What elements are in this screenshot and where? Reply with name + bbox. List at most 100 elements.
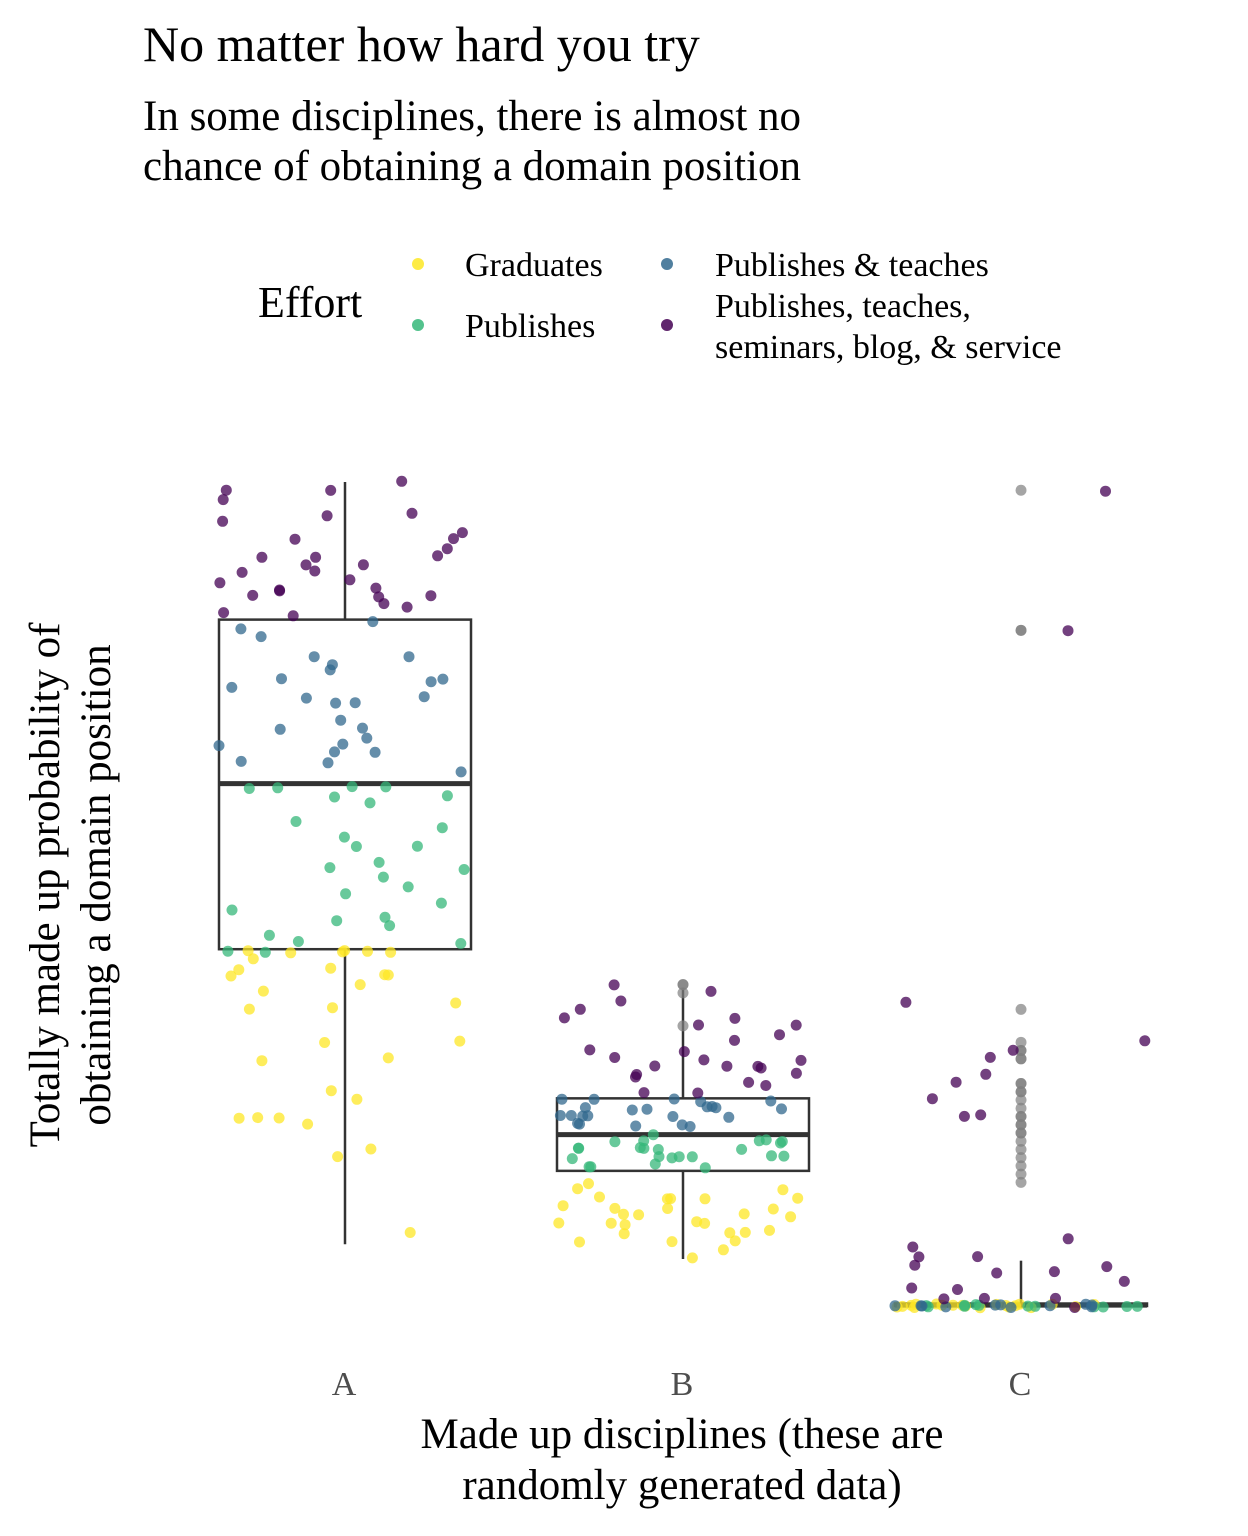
point-publishes-teaches-a bbox=[330, 697, 342, 709]
point-graduates-b bbox=[729, 1235, 741, 1247]
point-publishes-a bbox=[384, 920, 396, 932]
point-publishes-teaches-seminars-blog-service-c bbox=[952, 1284, 963, 1295]
x-tick-c: C bbox=[1008, 1366, 1032, 1403]
point-publishes-b bbox=[649, 1158, 661, 1170]
outlier-point-c bbox=[1015, 1078, 1027, 1090]
point-publishes-b bbox=[736, 1143, 748, 1155]
point-publishes-teaches-seminars-blog-service-a bbox=[287, 610, 299, 622]
point-graduates-a bbox=[233, 1112, 245, 1124]
point-graduates-a bbox=[257, 985, 269, 997]
point-publishes-teaches-seminars-blog-service-c bbox=[938, 1293, 950, 1305]
outlier-point-c bbox=[1015, 1102, 1027, 1114]
legend-label-publishes: Publishes bbox=[465, 308, 596, 345]
point-publishes-c bbox=[1131, 1300, 1143, 1312]
point-graduates-a bbox=[362, 945, 373, 957]
point-publishes-teaches-seminars-blog-service-a bbox=[220, 484, 232, 496]
point-publishes-a bbox=[380, 781, 392, 793]
point-publishes-teaches-seminars-blog-service-a bbox=[321, 510, 333, 522]
point-publishes-a bbox=[411, 840, 423, 852]
point-publishes-teaches-seminars-blog-service-c bbox=[1101, 1261, 1113, 1273]
outlier-point-c bbox=[1015, 1110, 1027, 1122]
point-graduates-b bbox=[662, 1203, 674, 1214]
point-publishes-teaches-a bbox=[349, 697, 361, 709]
legend-label-all-effort-line-1: Publishes, teaches, bbox=[715, 288, 971, 325]
point-publishes-a bbox=[263, 929, 275, 941]
point-publishes-teaches-b bbox=[776, 1103, 787, 1115]
point-graduates-a bbox=[325, 962, 337, 974]
point-publishes-teaches-seminars-blog-service-c bbox=[984, 1051, 996, 1063]
point-publishes-teaches-a bbox=[455, 766, 467, 778]
point-publishes-b bbox=[566, 1153, 578, 1165]
outlier-point-b bbox=[677, 987, 689, 999]
outlier-point-c bbox=[1015, 1003, 1027, 1015]
point-publishes-teaches-seminars-blog-service-b bbox=[638, 1087, 650, 1099]
outlier-point-c bbox=[1015, 1143, 1027, 1155]
point-publishes-a bbox=[373, 856, 385, 868]
point-publishes-teaches-seminars-blog-service-c bbox=[1007, 1044, 1019, 1056]
point-publishes-teaches-b bbox=[667, 1111, 679, 1122]
point-publishes-teaches-a bbox=[418, 691, 430, 703]
point-publishes-a bbox=[329, 791, 340, 803]
point-publishes-a bbox=[436, 822, 448, 834]
point-graduates-b bbox=[699, 1193, 711, 1205]
point-publishes-teaches-seminars-blog-service-b bbox=[755, 1062, 767, 1074]
point-publishes-c bbox=[1022, 1300, 1034, 1312]
point-publishes-c bbox=[1121, 1301, 1133, 1312]
point-publishes-teaches-b bbox=[684, 1121, 696, 1132]
point-publishes-teaches-b bbox=[565, 1110, 577, 1121]
point-publishes-teaches-seminars-blog-service-c bbox=[1048, 1266, 1060, 1278]
chart-subtitle: In some disciplines, there is almost no … bbox=[143, 92, 801, 192]
point-publishes-teaches-seminars-blog-service-c bbox=[958, 1110, 970, 1122]
outlier-point-c bbox=[1015, 1168, 1027, 1180]
point-publishes-teaches-seminars-blog-service-c bbox=[907, 1241, 919, 1253]
point-graduates-a bbox=[225, 970, 237, 982]
point-publishes-teaches-a bbox=[425, 676, 437, 688]
point-graduates-a bbox=[325, 1085, 337, 1097]
point-graduates-b bbox=[764, 1224, 775, 1236]
point-publishes-a bbox=[346, 781, 358, 793]
point-publishes-teaches-a bbox=[361, 732, 373, 744]
outlier-point-c bbox=[1015, 1176, 1027, 1188]
point-publishes-teaches-seminars-blog-service-c bbox=[978, 1292, 990, 1304]
point-publishes-teaches-seminars-blog-service-a bbox=[406, 507, 418, 519]
point-graduates-b bbox=[553, 1217, 565, 1229]
point-publishes-teaches-seminars-blog-service-a bbox=[401, 601, 413, 613]
point-publishes-teaches-seminars-blog-service-b bbox=[574, 1003, 586, 1015]
point-publishes-teaches-seminars-blog-service-a bbox=[214, 577, 226, 589]
point-graduates-a bbox=[339, 945, 351, 957]
outlier-point-c bbox=[1015, 1045, 1027, 1057]
point-graduates-b bbox=[785, 1211, 797, 1223]
point-graduates-a bbox=[454, 1035, 466, 1047]
point-publishes-teaches-seminars-blog-service-a bbox=[274, 584, 285, 596]
point-publishes-teaches-seminars-blog-service-b bbox=[693, 1019, 704, 1031]
point-publishes-teaches-b bbox=[554, 1110, 566, 1121]
subtitle-line-1: In some disciplines, there is almost no bbox=[143, 93, 802, 140]
point-graduates-a bbox=[256, 1055, 268, 1067]
point-publishes-teaches-seminars-blog-service-c bbox=[909, 1259, 921, 1271]
point-publishes-a bbox=[364, 797, 376, 809]
point-publishes-teaches-seminars-blog-service-a bbox=[441, 543, 453, 555]
point-graduates-b bbox=[618, 1228, 630, 1240]
point-publishes-teaches-seminars-blog-service-c bbox=[1069, 1302, 1081, 1313]
point-publishes-teaches-seminars-blog-service-a bbox=[309, 565, 321, 577]
point-publishes-a bbox=[290, 816, 302, 827]
point-publishes-teaches-a bbox=[357, 722, 368, 734]
point-publishes-b bbox=[638, 1142, 650, 1154]
point-publishes-teaches-seminars-blog-service-b bbox=[631, 1069, 643, 1080]
point-graduates-a bbox=[385, 946, 397, 958]
point-graduates-b bbox=[724, 1227, 736, 1239]
point-publishes-teaches-b bbox=[577, 1110, 589, 1122]
point-publishes-b bbox=[585, 1161, 597, 1173]
point-publishes-teaches-seminars-blog-service-b bbox=[743, 1076, 755, 1088]
point-publishes-teaches-a bbox=[367, 616, 379, 628]
point-publishes-teaches-a bbox=[437, 673, 449, 685]
point-graduates-b bbox=[665, 1193, 677, 1205]
point-publishes-b bbox=[753, 1135, 765, 1147]
point-graduates-a bbox=[450, 997, 462, 1009]
point-publishes-teaches-seminars-blog-service-b bbox=[729, 1034, 740, 1046]
point-publishes-a bbox=[243, 783, 255, 794]
point-publishes-teaches-seminars-blog-service-a bbox=[256, 551, 268, 563]
outlier-point-c bbox=[1015, 1094, 1027, 1106]
point-publishes-teaches-b bbox=[630, 1120, 642, 1132]
point-publishes-teaches-seminars-blog-service-a bbox=[217, 515, 229, 527]
